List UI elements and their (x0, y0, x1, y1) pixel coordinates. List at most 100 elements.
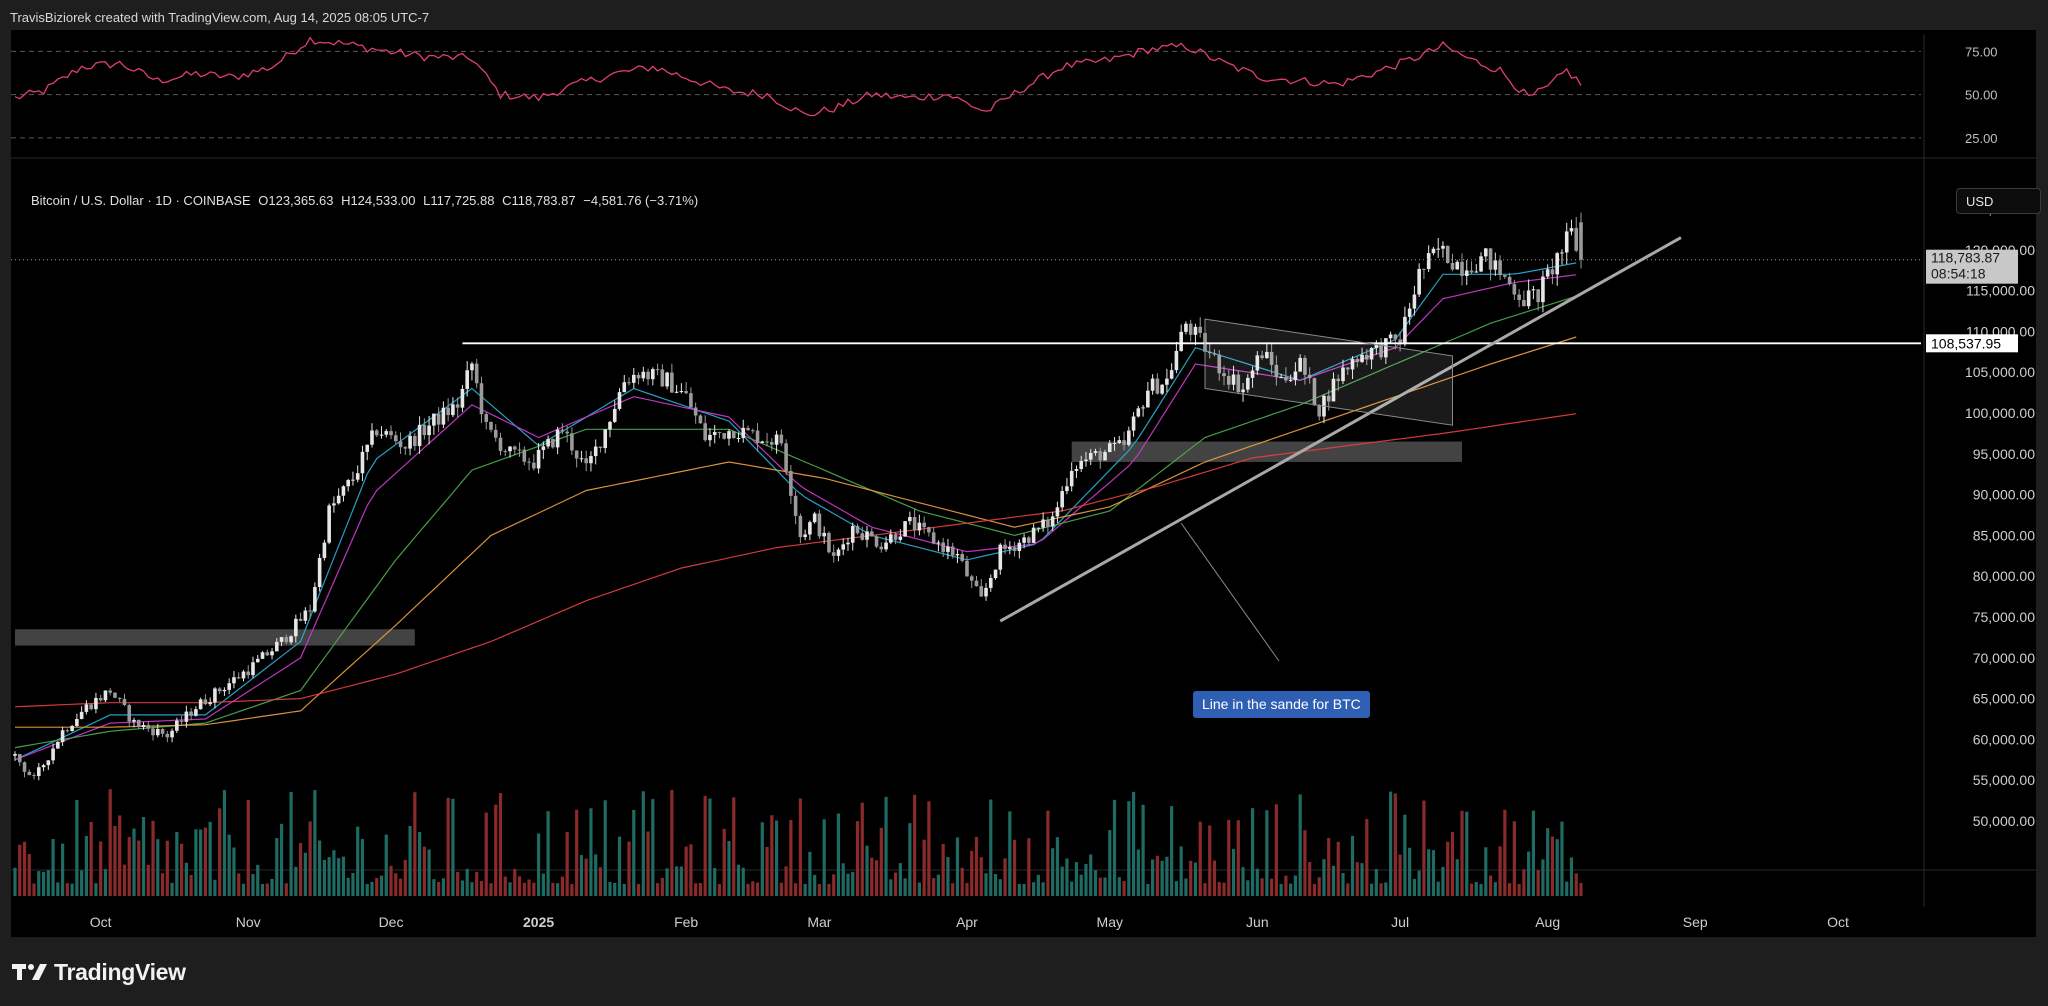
candle-body (841, 544, 846, 550)
candle-body (408, 435, 412, 449)
volume-bar (608, 882, 612, 896)
candle-body (774, 434, 779, 445)
candle-body (389, 431, 393, 436)
candle-body (484, 414, 489, 422)
volume-bar (1303, 830, 1307, 896)
volume-bar (318, 840, 322, 896)
volume-bar (874, 860, 879, 896)
candle-body (727, 431, 731, 439)
candle-body (617, 392, 622, 409)
volume-bar (118, 815, 122, 896)
volume-bar (808, 851, 812, 896)
volume-bar (1270, 878, 1274, 896)
candle-body (1369, 348, 1374, 360)
candle-body (222, 689, 227, 692)
candle-body (194, 709, 198, 716)
rsi-axis-label: 75.00 (1965, 44, 1998, 59)
candle-body (1512, 284, 1517, 295)
volume-bar (746, 883, 750, 896)
candle-body (160, 729, 165, 734)
candle-body (1564, 231, 1569, 253)
volume-bar (284, 883, 288, 896)
volume-bar (841, 863, 845, 896)
candle-body (1460, 261, 1464, 276)
volume-bar (475, 872, 479, 896)
volume-bar (1170, 806, 1174, 896)
volume-bar (1322, 859, 1326, 896)
volume-bar (294, 866, 298, 896)
candle-body (479, 383, 484, 415)
volume-bar (432, 879, 436, 896)
descending-channel[interactable] (1204, 318, 1453, 426)
candle-body (1503, 275, 1507, 277)
volume-bar (365, 883, 369, 896)
candle-body (1298, 357, 1302, 372)
candle-body (393, 435, 398, 442)
volume-bar (1565, 881, 1569, 896)
candle-body (151, 728, 155, 736)
time-axis-label: May (1097, 914, 1123, 930)
candle-body (460, 388, 465, 408)
volume-bar (251, 874, 255, 896)
volume-bar (460, 880, 465, 896)
candle-body (56, 741, 60, 749)
candle-body (213, 688, 217, 703)
candle-body (1155, 378, 1160, 394)
candle-body (798, 515, 803, 538)
volume-bar (855, 821, 860, 896)
candle-body (403, 447, 408, 449)
volume-bar (427, 849, 431, 896)
chart-area[interactable]: 75.00 50.00 25.00 125,000.00120,000.00115,… (11, 30, 2041, 937)
volume-bar (936, 874, 941, 896)
candle-body (41, 765, 46, 768)
support-zone[interactable] (1071, 441, 1463, 462)
tradingview-logo[interactable]: TradingView (12, 957, 186, 987)
volume-bar (922, 839, 926, 896)
volume-bar (684, 846, 688, 896)
volume-bar (951, 883, 955, 896)
candle-body (1312, 378, 1317, 406)
volume-bar (13, 867, 17, 896)
volume-bar (570, 883, 574, 896)
volume-bar (870, 857, 874, 896)
candle-body (827, 532, 831, 553)
volume-bar (484, 812, 488, 896)
volume-bar (194, 829, 198, 896)
candle-body (98, 697, 103, 701)
volume-bar (846, 873, 850, 896)
volume-bar (1217, 881, 1221, 896)
candle-body (1217, 354, 1222, 374)
currency-button[interactable]: USD (1956, 188, 2041, 214)
candle-body (508, 446, 512, 452)
candle-body (612, 408, 617, 422)
candle-body (1403, 316, 1407, 345)
volume-bar (270, 878, 274, 896)
candle-body (1031, 527, 1036, 543)
volume-bar (822, 819, 826, 896)
candle-body (974, 580, 979, 587)
volume-bar (1389, 791, 1393, 896)
volume-bar (356, 826, 360, 896)
volume-bar (1331, 865, 1336, 896)
volume-bar (413, 792, 417, 896)
last-price-badge (1926, 249, 2018, 284)
volume-bar (1198, 821, 1202, 896)
candle-body (884, 542, 888, 550)
candle-body (965, 560, 969, 577)
candle-body (179, 720, 184, 722)
volume-bar (1312, 883, 1317, 896)
candle-body (1131, 416, 1136, 431)
candle-body (1284, 377, 1288, 381)
candle-body (908, 517, 912, 522)
candle-body (1474, 271, 1479, 273)
candle-body (1060, 491, 1064, 508)
support-zone[interactable] (15, 629, 415, 646)
ema-line (14, 262, 1577, 761)
volume-bars (13, 789, 1583, 896)
trendline[interactable] (999, 236, 1682, 623)
volume-bar (60, 843, 65, 896)
candle-body (1165, 378, 1169, 385)
annotation-callout[interactable]: Line in the sande for BTC (1193, 691, 1370, 718)
candle-body (465, 370, 469, 389)
candle-body (789, 470, 793, 496)
